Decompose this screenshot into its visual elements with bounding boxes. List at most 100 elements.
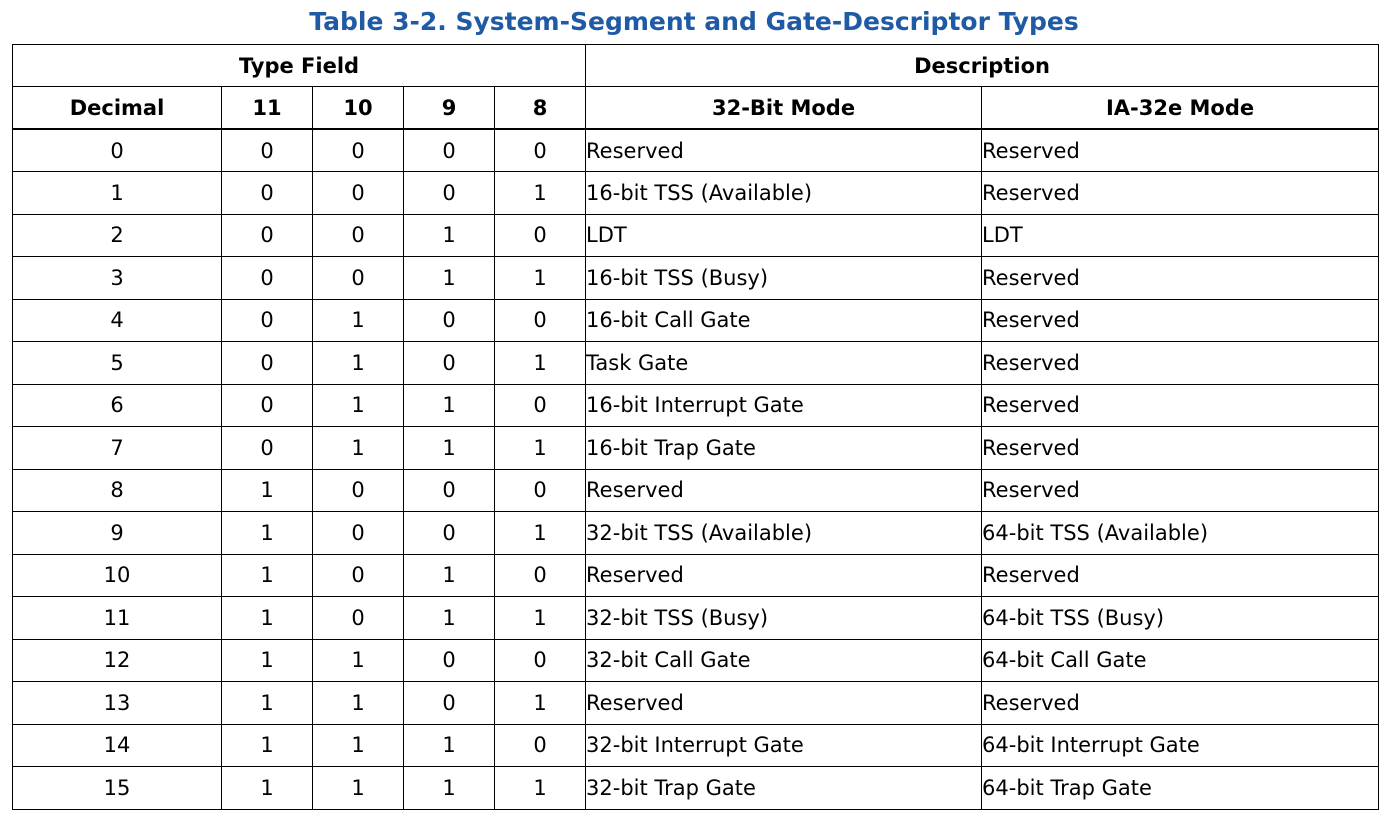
cell-bit-10: 0 <box>312 511 404 555</box>
cell-bit-9: 1 <box>403 256 495 300</box>
cell-bit-11: 1 <box>221 468 313 512</box>
cell-bit-10: 1 <box>312 638 404 682</box>
cell-bit-9: 1 <box>403 596 495 640</box>
cell-ia-32e-mode: Reserved <box>981 553 1380 597</box>
cell-32-bit-mode: Reserved <box>585 128 983 172</box>
cell-32-bit-mode: 32-bit TSS (Available) <box>585 511 983 555</box>
cell-decimal: 5 <box>12 341 222 385</box>
cell-bit-9: 1 <box>403 383 495 427</box>
table-row: 2 0 0 1 0 LDT LDT <box>12 213 1380 257</box>
table-row: 12 1 1 0 0 32-bit Call Gate 64-bit Call Gate <box>12 638 1380 682</box>
cell-bit-11: 1 <box>221 766 313 810</box>
table-row: 15 1 1 1 1 32-bit Trap Gate 64-bit Trap Gate <box>12 766 1380 810</box>
table-row: 1 0 0 0 1 16-bit TSS (Available) Reserved <box>12 171 1380 215</box>
cell-ia-32e-mode: Reserved <box>981 256 1380 300</box>
cell-decimal: 10 <box>12 553 222 597</box>
cell-bit-9: 0 <box>403 638 495 682</box>
cell-bit-8: 1 <box>493 766 587 810</box>
cell-bit-8: 1 <box>493 341 587 385</box>
cell-bit-10: 0 <box>312 213 404 257</box>
cell-bit-8: 0 <box>493 128 587 172</box>
cell-bit-11: 1 <box>221 723 313 767</box>
table-row: 10 1 0 1 0 Reserved Reserved <box>12 553 1380 597</box>
descriptor-types-table: Type Field Description Decimal 11 10 9 8… <box>11 44 1380 810</box>
cell-bit-8: 0 <box>493 723 587 767</box>
cell-bit-10: 1 <box>312 766 404 810</box>
column-header-bit-11: 11 <box>221 86 313 130</box>
column-header-32-bit-mode: 32-Bit Mode <box>585 86 983 130</box>
cell-ia-32e-mode: Reserved <box>981 383 1380 427</box>
cell-bit-10: 0 <box>312 128 404 172</box>
cell-bit-8: 0 <box>493 638 587 682</box>
cell-ia-32e-mode: Reserved <box>981 468 1380 512</box>
cell-bit-9: 0 <box>403 681 495 725</box>
cell-bit-10: 1 <box>312 426 404 470</box>
cell-bit-11: 0 <box>221 341 313 385</box>
cell-32-bit-mode: 16-bit Call Gate <box>585 298 983 342</box>
column-header-decimal: Decimal <box>12 86 222 130</box>
table-title: Table 3-2. System-Segment and Gate-Descr… <box>309 7 1079 36</box>
cell-bit-11: 1 <box>221 553 313 597</box>
header-group-row: Type Field Description <box>11 44 1380 87</box>
cell-ia-32e-mode: 64-bit Trap Gate <box>981 766 1380 810</box>
cell-ia-32e-mode: Reserved <box>981 426 1380 470</box>
cell-decimal: 1 <box>12 171 222 215</box>
cell-bit-8: 1 <box>493 171 587 215</box>
cell-32-bit-mode: 16-bit TSS (Available) <box>585 171 983 215</box>
cell-ia-32e-mode: Reserved <box>981 128 1380 172</box>
table-row: 11 1 0 1 1 32-bit TSS (Busy) 64-bit TSS (Busy) <box>12 596 1380 640</box>
cell-decimal: 7 <box>12 426 222 470</box>
cell-bit-10: 0 <box>312 171 404 215</box>
cell-decimal: 2 <box>12 213 222 257</box>
cell-bit-9: 0 <box>403 171 495 215</box>
table-row: 3 0 0 1 1 16-bit TSS (Busy) Reserved <box>12 256 1380 300</box>
cell-32-bit-mode: 16-bit Interrupt Gate <box>585 383 983 427</box>
table-body: 0 0 0 0 0 Reserved Reserved 1 0 0 0 1 16-bit TSS (Av… <box>12 128 1380 810</box>
cell-decimal: 12 <box>12 638 222 682</box>
cell-decimal: 15 <box>12 766 222 810</box>
cell-32-bit-mode: 32-bit Call Gate <box>585 638 983 682</box>
cell-bit-9: 1 <box>403 723 495 767</box>
cell-ia-32e-mode: 64-bit Call Gate <box>981 638 1380 682</box>
cell-bit-8: 1 <box>493 256 587 300</box>
cell-bit-9: 0 <box>403 511 495 555</box>
cell-bit-9: 0 <box>403 298 495 342</box>
cell-decimal: 4 <box>12 298 222 342</box>
cell-bit-10: 0 <box>312 553 404 597</box>
cell-bit-11: 0 <box>221 128 313 172</box>
cell-bit-11: 0 <box>221 298 313 342</box>
cell-32-bit-mode: LDT <box>585 213 983 257</box>
cell-bit-10: 1 <box>312 383 404 427</box>
cell-ia-32e-mode: Reserved <box>981 341 1380 385</box>
cell-decimal: 11 <box>12 596 222 640</box>
cell-bit-11: 1 <box>221 638 313 682</box>
cell-32-bit-mode: 16-bit TSS (Busy) <box>585 256 983 300</box>
cell-bit-9: 1 <box>403 213 495 257</box>
cell-32-bit-mode: Reserved <box>585 681 983 725</box>
table-row: 13 1 1 0 1 Reserved Reserved <box>12 681 1380 725</box>
column-header-bit-9: 9 <box>403 86 495 130</box>
cell-32-bit-mode: Task Gate <box>585 341 983 385</box>
column-header-bit-10: 10 <box>312 86 404 130</box>
cell-bit-11: 0 <box>221 256 313 300</box>
cell-32-bit-mode: 16-bit Trap Gate <box>585 426 983 470</box>
cell-bit-9: 0 <box>403 468 495 512</box>
cell-bit-9: 1 <box>403 426 495 470</box>
cell-bit-10: 1 <box>312 723 404 767</box>
cell-decimal: 14 <box>12 723 222 767</box>
cell-bit-11: 1 <box>221 511 313 555</box>
cell-bit-9: 0 <box>403 128 495 172</box>
description-header: Description <box>585 44 1380 87</box>
cell-bit-8: 1 <box>493 511 587 555</box>
cell-bit-8: 1 <box>493 426 587 470</box>
cell-32-bit-mode: 32-bit Trap Gate <box>585 766 983 810</box>
cell-bit-10: 0 <box>312 468 404 512</box>
cell-bit-10: 1 <box>312 681 404 725</box>
column-header-bit-8: 8 <box>493 86 587 130</box>
cell-decimal: 13 <box>12 681 222 725</box>
cell-ia-32e-mode: LDT <box>981 213 1380 257</box>
cell-bit-11: 0 <box>221 171 313 215</box>
cell-decimal: 9 <box>12 511 222 555</box>
table-row: 4 0 1 0 0 16-bit Call Gate Reserved <box>12 298 1380 342</box>
table-row: 9 1 0 0 1 32-bit TSS (Available) 64-bit TSS (A… <box>12 511 1380 555</box>
